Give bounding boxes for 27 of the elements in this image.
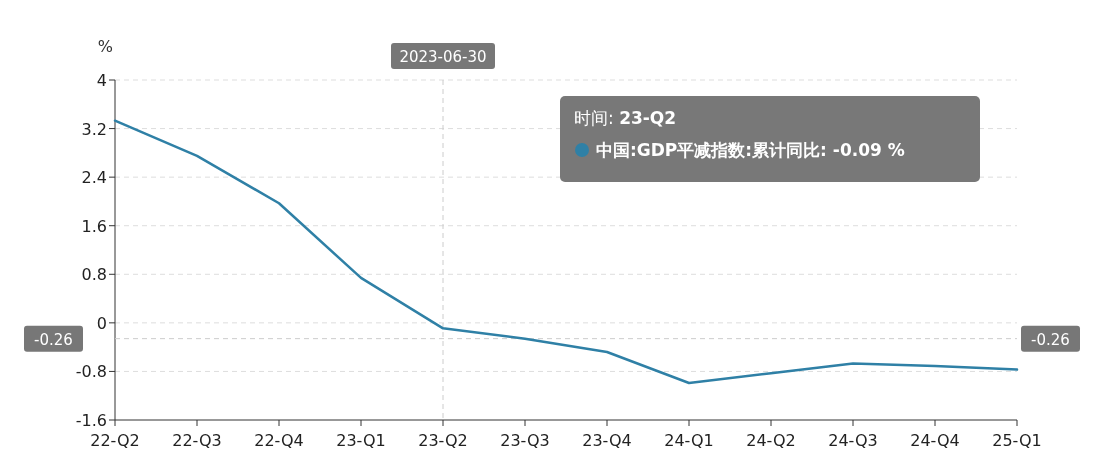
y-tick-label: -1.6 xyxy=(75,411,107,430)
ref-line-label: -0.26 xyxy=(1031,330,1070,349)
y-tick-label: 2.4 xyxy=(81,168,107,188)
annotation: 中国:GDP平减指数:累计同比: -0.09 % xyxy=(596,140,905,160)
x-tick-label: 24-Q2 xyxy=(746,431,796,450)
x-tick-label: 23-Q1 xyxy=(336,431,386,450)
x-tick-label: 23-Q3 xyxy=(500,431,550,450)
y-tick-label: -0.8 xyxy=(75,362,107,382)
x-tick-label: 23-Q4 xyxy=(582,431,632,450)
x-tick-label: 25-Q1 xyxy=(992,431,1042,450)
x-tick-label: 23-Q2 xyxy=(418,431,468,450)
y-tick-label: 3.2 xyxy=(81,119,107,139)
y-tick-label: 0 xyxy=(96,313,107,333)
text: -0.26 xyxy=(34,330,73,349)
x-tick-label: 22-Q2 xyxy=(90,431,140,450)
y-axis-title: % xyxy=(97,37,113,56)
ref-line-label: 2023-06-30 xyxy=(399,48,487,66)
x-tick-label: 24-Q4 xyxy=(910,431,960,450)
annotation: 时间: 23-Q2 xyxy=(574,108,677,128)
y-tick-label: 1.6 xyxy=(81,216,107,236)
x-tick-label: 24-Q1 xyxy=(664,431,714,450)
x-tick-label: 22-Q4 xyxy=(254,431,304,450)
tooltip: 时间: 23-Q2 中国:GDP平减指数:累计同比: -0.09 % xyxy=(560,96,980,182)
x-tick-label: 22-Q3 xyxy=(172,431,222,450)
y-tick-label: 4 xyxy=(96,71,107,90)
y-tick-label: 0.8 xyxy=(81,265,107,285)
x-tick-label: 24-Q3 xyxy=(828,431,878,450)
